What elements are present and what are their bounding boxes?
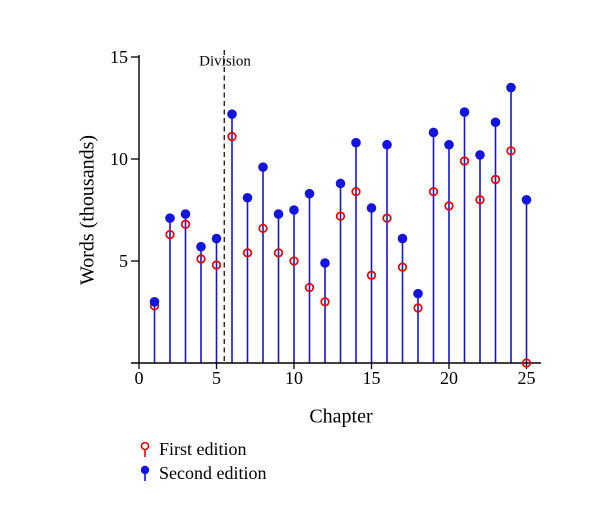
y-axis-title: Words (thousands) (76, 134, 99, 286)
second-edition-point-chapter-24 (506, 82, 516, 93)
second-edition-point-chapter-13 (335, 178, 346, 189)
y-tick-label-10: 10 (110, 149, 128, 169)
x-tick-label-25: 25 (518, 368, 536, 388)
first-edition-point-chapter-20 (444, 201, 454, 211)
second-edition-point-chapter-16 (382, 139, 392, 150)
first-edition-point-chapter-5 (211, 260, 222, 270)
first-edition-point-chapter-2 (165, 229, 175, 240)
second-edition-point-chapter-6 (227, 109, 237, 119)
second-edition-point-chapter-20 (444, 139, 454, 150)
second-edition-point-chapter-11 (304, 188, 315, 199)
second-edition-point-chapter-12 (320, 258, 330, 268)
second-edition-point-chapter-5 (211, 233, 222, 244)
x-tick-label-20: 20 (440, 368, 458, 388)
second-edition-point-chapter-10 (289, 205, 299, 215)
second-edition-point-chapter-3 (180, 209, 191, 219)
first-edition-point-chapter-9 (273, 248, 284, 258)
first-edition-point-chapter-25 (521, 358, 532, 368)
first-edition-point-chapter-11 (304, 282, 315, 293)
first-edition-point-chapter-16 (382, 213, 392, 223)
first-edition-point-chapter-22 (475, 195, 485, 205)
first-edition-point-chapter-18 (413, 303, 423, 313)
second-edition-point-chapter-17 (397, 233, 408, 244)
second-edition-point-chapter-7 (242, 192, 253, 203)
y-tick-label-15: 15 (110, 47, 128, 67)
x-tick-label-15: 15 (363, 368, 381, 388)
first-edition-point-chapter-24 (506, 146, 516, 156)
legend: First edition Second edition (138, 439, 266, 484)
first-edition-point-chapter-3 (180, 219, 191, 229)
legend-item-first-edition: First edition (138, 439, 266, 460)
division-annotation-label: Division (199, 53, 251, 70)
first-edition-point-chapter-15 (366, 270, 377, 280)
first-edition-point-chapter-14 (351, 186, 361, 197)
second-edition-point-chapter-15 (366, 203, 377, 213)
y-tick-label-5: 5 (119, 251, 128, 271)
first-edition-point-chapter-21 (459, 156, 470, 166)
x-tick-label-5: 5 (212, 368, 221, 388)
second-edition-point-chapter-21 (459, 107, 470, 117)
second-edition-point-chapter-23 (490, 117, 501, 128)
second-edition-stem-icon (140, 465, 150, 481)
x-tick-label-10: 10 (285, 368, 303, 388)
first-edition-point-chapter-10 (289, 256, 299, 266)
second-edition-point-chapter-22 (475, 150, 485, 160)
second-edition-point-chapter-14 (351, 137, 361, 148)
second-edition-point-chapter-19 (428, 127, 439, 138)
x-tick-label-0: 0 (135, 368, 144, 388)
first-edition-point-chapter-12 (320, 297, 330, 307)
second-edition-point-chapter-9 (273, 209, 284, 219)
second-edition-point-chapter-25 (521, 195, 532, 205)
first-edition-stem-icon (140, 441, 150, 457)
legend-label-second-edition: Second edition (159, 463, 267, 483)
first-edition-point-chapter-23 (490, 174, 501, 185)
first-edition-point-chapter-13 (335, 211, 346, 221)
first-edition-point-chapter-8 (258, 223, 268, 234)
second-edition-point-chapter-2 (165, 213, 175, 223)
second-edition-point-chapter-8 (258, 162, 268, 172)
x-axis-title: Chapter (309, 405, 373, 428)
first-edition-point-chapter-19 (428, 186, 439, 197)
legend-item-second-edition: Second edition (138, 463, 266, 484)
legend-label-first-edition: First edition (159, 439, 247, 459)
first-edition-point-chapter-17 (397, 262, 408, 272)
second-edition-point-chapter-1 (149, 297, 160, 307)
first-edition-point-chapter-4 (196, 254, 206, 264)
first-edition-point-chapter-6 (227, 131, 237, 142)
second-edition-point-chapter-4 (196, 241, 206, 252)
second-edition-point-chapter-18 (413, 288, 423, 299)
first-edition-point-chapter-7 (242, 248, 253, 258)
